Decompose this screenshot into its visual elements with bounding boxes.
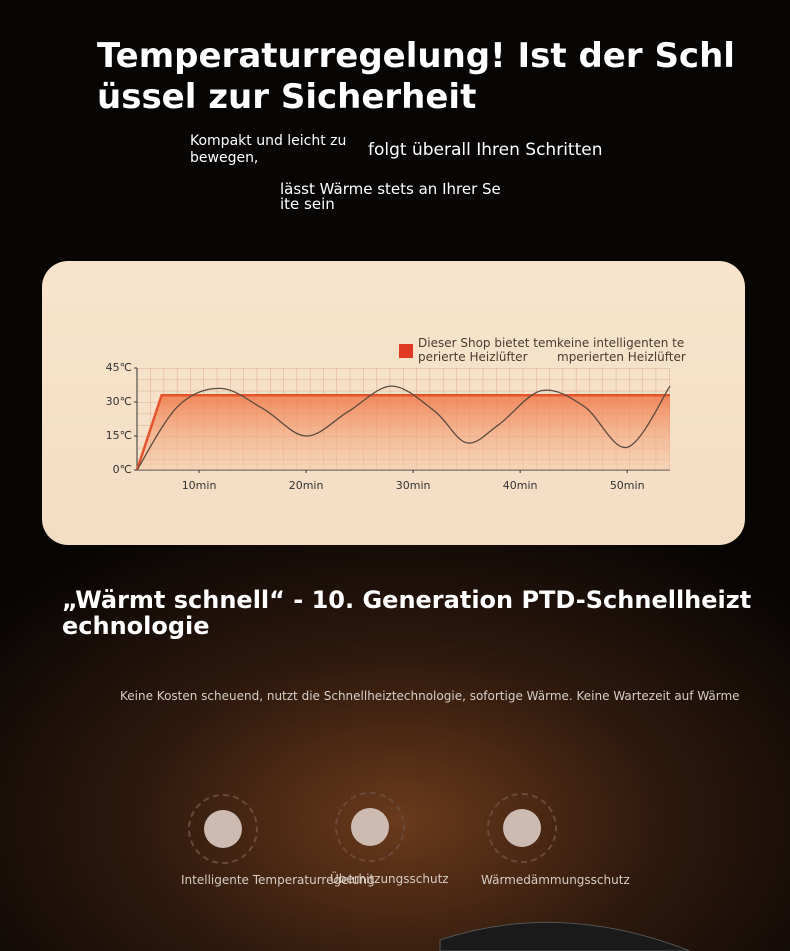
feature-icon: [188, 794, 258, 864]
feature-label: Intelligente Temperaturregelung: [181, 873, 375, 887]
legend-label: keine intelligenten te mperierten Heizlü…: [557, 336, 686, 364]
y-tick-label: 15℃: [106, 429, 132, 442]
section-text: Keine Kosten scheuend, nutzt die Schnell…: [120, 689, 740, 703]
x-tick-label: 50min: [610, 479, 645, 492]
section-title: „Wärmt schnell“ - 10. Generation PTD-Sch…: [62, 586, 752, 640]
legend-label: Dieser Shop bietet tem perierte Heizlüft…: [418, 336, 558, 364]
feature-icon: [487, 793, 557, 863]
line: [136, 385, 671, 471]
legend-swatch: [399, 344, 413, 358]
tagline: Kompakt und leicht zu bewegen,: [190, 133, 347, 166]
tagline: lässt Wärme stets an Ihrer Se ite sein: [280, 180, 501, 213]
y-tick-label: 30℃: [106, 395, 132, 408]
y-tick-label: 45℃: [106, 361, 132, 374]
x-tick-label: 20min: [289, 479, 324, 492]
x-tick-label: 40min: [503, 479, 538, 492]
page-title: Temperaturregelung! Ist der Schl üssel z…: [97, 36, 735, 117]
area: [137, 395, 670, 470]
x-tick-label: 30min: [396, 479, 431, 492]
tagline: folgt überall Ihren Schritten: [368, 140, 603, 160]
feature-label: Überhitzungsschutz: [330, 872, 449, 886]
feature-icon: [335, 792, 405, 862]
line: [135, 393, 670, 471]
x-tick-label: 10min: [182, 479, 217, 492]
product-image: [439, 921, 691, 951]
y-tick-label: 0℃: [113, 463, 132, 476]
feature-label: Wärmedämmungsschutz: [481, 873, 630, 887]
